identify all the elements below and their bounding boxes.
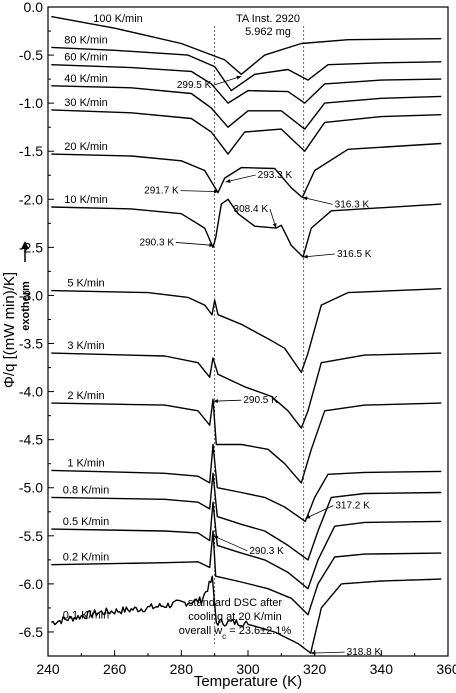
series-rate-label: 3 K/min — [67, 340, 104, 352]
series-line — [51, 142, 442, 199]
note-line-3: overall wc = 23.6±2.1% — [179, 625, 292, 641]
y-tick-label: -2.0 — [19, 191, 43, 207]
series-line — [51, 398, 442, 484]
y-axis-title: Φ/q [(mW min)/K] — [1, 272, 18, 388]
annotation-label: 291.7 K — [144, 186, 179, 197]
y-tick-label: 0.0 — [24, 0, 44, 15]
annotation-label: 290.3 K — [249, 546, 284, 557]
y-tick-label: -6.5 — [19, 624, 43, 640]
series-line — [51, 85, 442, 130]
x-tick-label: 240 — [36, 661, 60, 677]
series-line — [51, 64, 442, 104]
series-group: 100 K/min 80 K/min 60 K/min 40 K/min 30 K/mi… — [50, 13, 442, 654]
annotation-label: 318.8 K — [347, 647, 382, 658]
annotation-arrowhead — [213, 399, 219, 403]
y-tick-label: -4.5 — [19, 432, 43, 448]
x-tick-label: 300 — [236, 661, 260, 677]
axis-group: 240 260 280 300 320 340 360 0.0 -0.5 -1.0 -1.5 -2.0… — [19, 0, 456, 677]
series-line — [50, 575, 442, 654]
reference-lines — [214, 26, 305, 647]
y-tick-label: -4.0 — [19, 384, 43, 400]
series-rate-label: 0.1 K/min — [63, 609, 109, 621]
annotation-label: 290.5 K — [243, 395, 278, 406]
annotation-arrowhead — [236, 75, 242, 80]
x-tick-label: 260 — [103, 661, 127, 677]
annotation-arrow — [213, 535, 248, 552]
annotation-label: 316.5 K — [337, 249, 372, 260]
y-tick-label: -5.0 — [19, 480, 43, 496]
sample-mass-label: 5.962 mg — [245, 26, 291, 38]
annotation-arrowhead — [310, 651, 316, 655]
series-line — [51, 46, 442, 92]
series-line — [51, 15, 442, 75]
series-rate-label: 10 K/min — [64, 194, 107, 206]
x-tick-label: 360 — [436, 661, 456, 677]
y-tick-label: -3.5 — [19, 336, 43, 352]
series-line — [51, 472, 442, 561]
note-line-3-sub: c — [222, 632, 226, 641]
y-tick-label: -3.0 — [19, 287, 43, 303]
annotation-label: 293.3 K — [258, 170, 293, 181]
annotation-arrow — [302, 253, 336, 258]
series-line — [51, 530, 442, 616]
series-rate-label: 5 K/min — [67, 278, 104, 290]
series-rate-label: 100 K/min — [93, 13, 143, 25]
series-line — [51, 443, 442, 523]
y-tick-label: -6.0 — [19, 576, 43, 592]
instrument-label: TA Inst. 2920 — [236, 13, 300, 25]
annotation-arrow — [213, 399, 242, 402]
series-line — [51, 501, 442, 590]
annotation-arrowhead — [303, 254, 308, 259]
annotation-label: 308.4 K — [234, 204, 269, 215]
x-tick-label: 280 — [170, 661, 194, 677]
y-tick-label: -1.0 — [19, 95, 43, 111]
y-tick-label: -0.5 — [19, 47, 43, 63]
series-rate-label: 20 K/min — [64, 141, 107, 153]
series-rate-label: 60 K/min — [64, 52, 107, 64]
annotation-arrow — [225, 174, 256, 183]
x-axis-title: Temperature (K) — [194, 673, 302, 690]
x-tick-label: 320 — [303, 661, 327, 677]
y-axis-subtitle: exotherm — [20, 281, 32, 331]
annotation-arrow — [310, 651, 345, 654]
series-rate-label: 1 K/min — [67, 457, 104, 469]
series-rate-label: 2 K/min — [67, 390, 104, 402]
x-tick-label: 340 — [370, 661, 394, 677]
series-rate-label: 80 K/min — [64, 34, 107, 46]
y-tick-label: -1.5 — [19, 143, 43, 159]
annotation-group: 299.5 K 291.7 K 293.3 K 316.3 K 308.4 K 290.3… — [140, 75, 382, 658]
exotherm-arrow-icon — [21, 241, 29, 262]
series-rate-label: 40 K/min — [64, 73, 107, 85]
series-line — [51, 352, 442, 429]
annotation-arrowhead — [209, 243, 214, 248]
annotation-arrowhead — [302, 196, 308, 201]
note-line-2: cooling at 20 K/min — [188, 611, 282, 623]
series-line — [51, 109, 442, 155]
note-line-3-rest: = 23.6±2.1% — [226, 625, 291, 637]
series-rate-label: 0.2 K/min — [63, 552, 109, 564]
annotation-arrowhead — [272, 223, 277, 229]
note-line-1: standard DSC after — [188, 597, 282, 609]
series-rate-label: 0.8 K/min — [63, 484, 109, 496]
annotation-arrowhead — [225, 179, 231, 183]
series-rate-label: 0.5 K/min — [63, 516, 109, 528]
annotation-label: 317.2 K — [335, 501, 370, 512]
annotation-arrowhead — [214, 189, 219, 194]
annotation-label: 290.3 K — [140, 237, 175, 248]
annotation-arrow — [175, 242, 215, 246]
annotation-label: 299.5 K — [177, 80, 212, 91]
y-tick-label: -5.5 — [19, 528, 43, 544]
series-line — [51, 198, 442, 258]
annotation-arrow — [305, 505, 334, 519]
series-line — [51, 288, 442, 374]
annotation-arrowhead — [213, 535, 219, 540]
note-line-3-main: overall w — [179, 625, 222, 637]
annotation-arrow — [180, 190, 219, 193]
series-rate-label: 30 K/min — [64, 97, 107, 109]
annotation-arrow — [213, 75, 242, 86]
annotation-arrow — [302, 196, 333, 205]
annotation-label: 316.3 K — [335, 199, 370, 210]
annotation-arrowhead — [305, 514, 311, 519]
